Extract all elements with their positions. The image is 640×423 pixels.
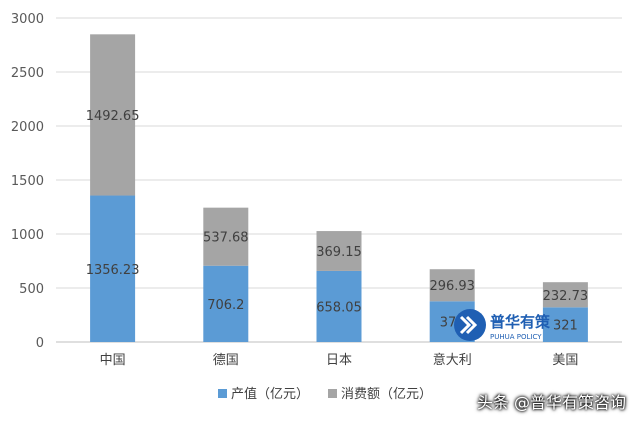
x-category-label: 美国 (552, 353, 578, 368)
bar-consumption (429, 269, 475, 302)
puhua-logo: 普华有策 PUHUA POLICY (454, 309, 551, 341)
bar-output (90, 195, 136, 342)
bar-output (316, 270, 362, 342)
x-category-label: 中国 (100, 353, 126, 368)
legend: 产值（亿元） 消费额（亿元） (218, 386, 432, 402)
y-tick-label: 0 (36, 336, 44, 351)
legend-label: 产值（亿元） (231, 386, 309, 402)
bar-consumption (542, 282, 588, 308)
data-label: 369.15 (316, 245, 362, 260)
y-axis-ticks: 0 500 1000 1500 2000 2500 3000 (11, 12, 44, 351)
x-axis-categories: 中国 德国 日本 意大利 美国 (100, 352, 579, 368)
bar-consumption (90, 34, 136, 196)
bar-consumption (316, 231, 362, 271)
data-label: 232.73 (543, 289, 589, 304)
x-category-label: 意大利 (433, 352, 472, 368)
y-tick-label: 1500 (11, 174, 44, 189)
logo-subtext: PUHUA POLICY (490, 333, 542, 341)
logo-text: 普华有策 (490, 313, 551, 331)
legend-swatch (218, 389, 227, 398)
logo-chevrons-icon (459, 315, 478, 335)
watermark: 头条 @普华有策咨询 (476, 393, 626, 412)
legend-swatch (328, 389, 337, 398)
data-label: 658.05 (316, 300, 362, 315)
data-label: 706.2 (207, 298, 244, 313)
x-category-label: 德国 (213, 353, 239, 368)
x-category-label: 日本 (326, 353, 352, 368)
legend-label: 消费额（亿元） (341, 387, 432, 402)
bar-consumption (203, 207, 249, 266)
data-label: 1356.23 (86, 263, 140, 278)
bar-output (542, 307, 588, 342)
y-tick-label: 3000 (11, 12, 44, 27)
data-labels: 1356.231492.65706.2537.68658.05369.15377… (86, 109, 588, 334)
data-label: 537.68 (203, 231, 249, 246)
data-label: 1492.65 (86, 109, 140, 124)
data-label: 296.93 (429, 279, 475, 294)
bars (90, 34, 588, 342)
bar-output (203, 265, 249, 342)
data-label: 321 (553, 319, 578, 334)
y-tick-label: 2000 (11, 120, 44, 135)
y-tick-label: 1000 (11, 228, 44, 243)
y-tick-label: 500 (19, 282, 44, 297)
y-tick-label: 2500 (11, 66, 44, 81)
